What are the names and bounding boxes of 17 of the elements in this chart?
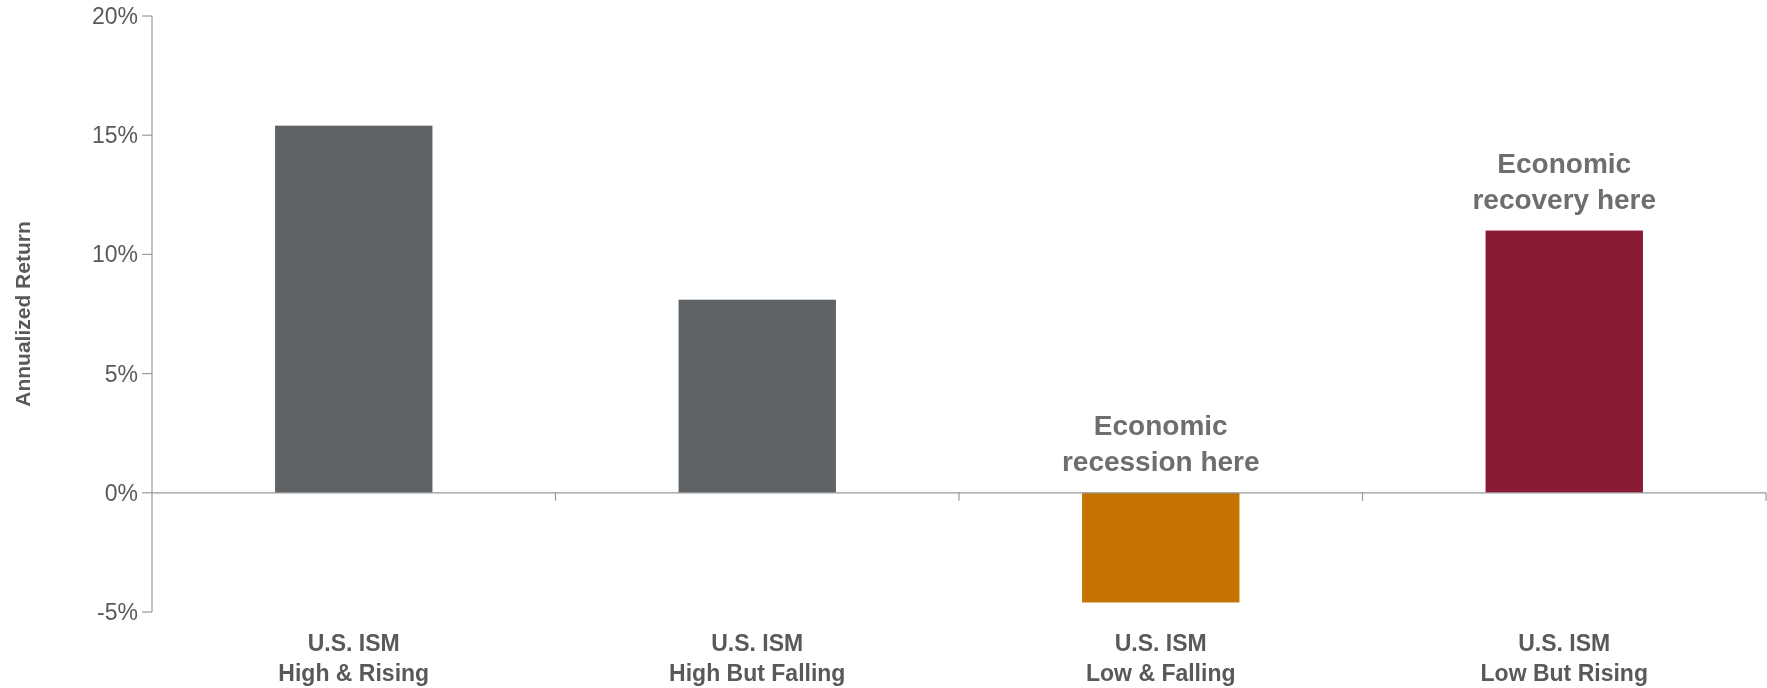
x-tick-label: U.S. ISM Low But Rising — [1480, 630, 1648, 686]
y-tick-label: 5% — [104, 360, 138, 387]
y-tick-label: 10% — [91, 241, 138, 268]
x-tick-label: U.S. ISM High But Falling — [669, 630, 846, 686]
annotation: Economic recession here — [1061, 409, 1260, 477]
bar — [678, 299, 836, 493]
y-axis-title: Annualized Return — [11, 221, 34, 407]
y-tick-label: 15% — [91, 122, 138, 149]
y-tick-label: 0% — [104, 479, 138, 506]
x-tick-label: U.S. ISM High & Rising — [278, 630, 430, 686]
annotation: Economic recovery here — [1472, 147, 1657, 215]
x-tick-label: U.S. ISM Low & Falling — [1086, 630, 1236, 686]
bar — [1082, 492, 1240, 603]
y-tick-label: -5% — [97, 599, 138, 626]
bar — [1485, 230, 1643, 493]
y-tick-label: 20% — [91, 3, 138, 30]
bar — [275, 125, 433, 493]
